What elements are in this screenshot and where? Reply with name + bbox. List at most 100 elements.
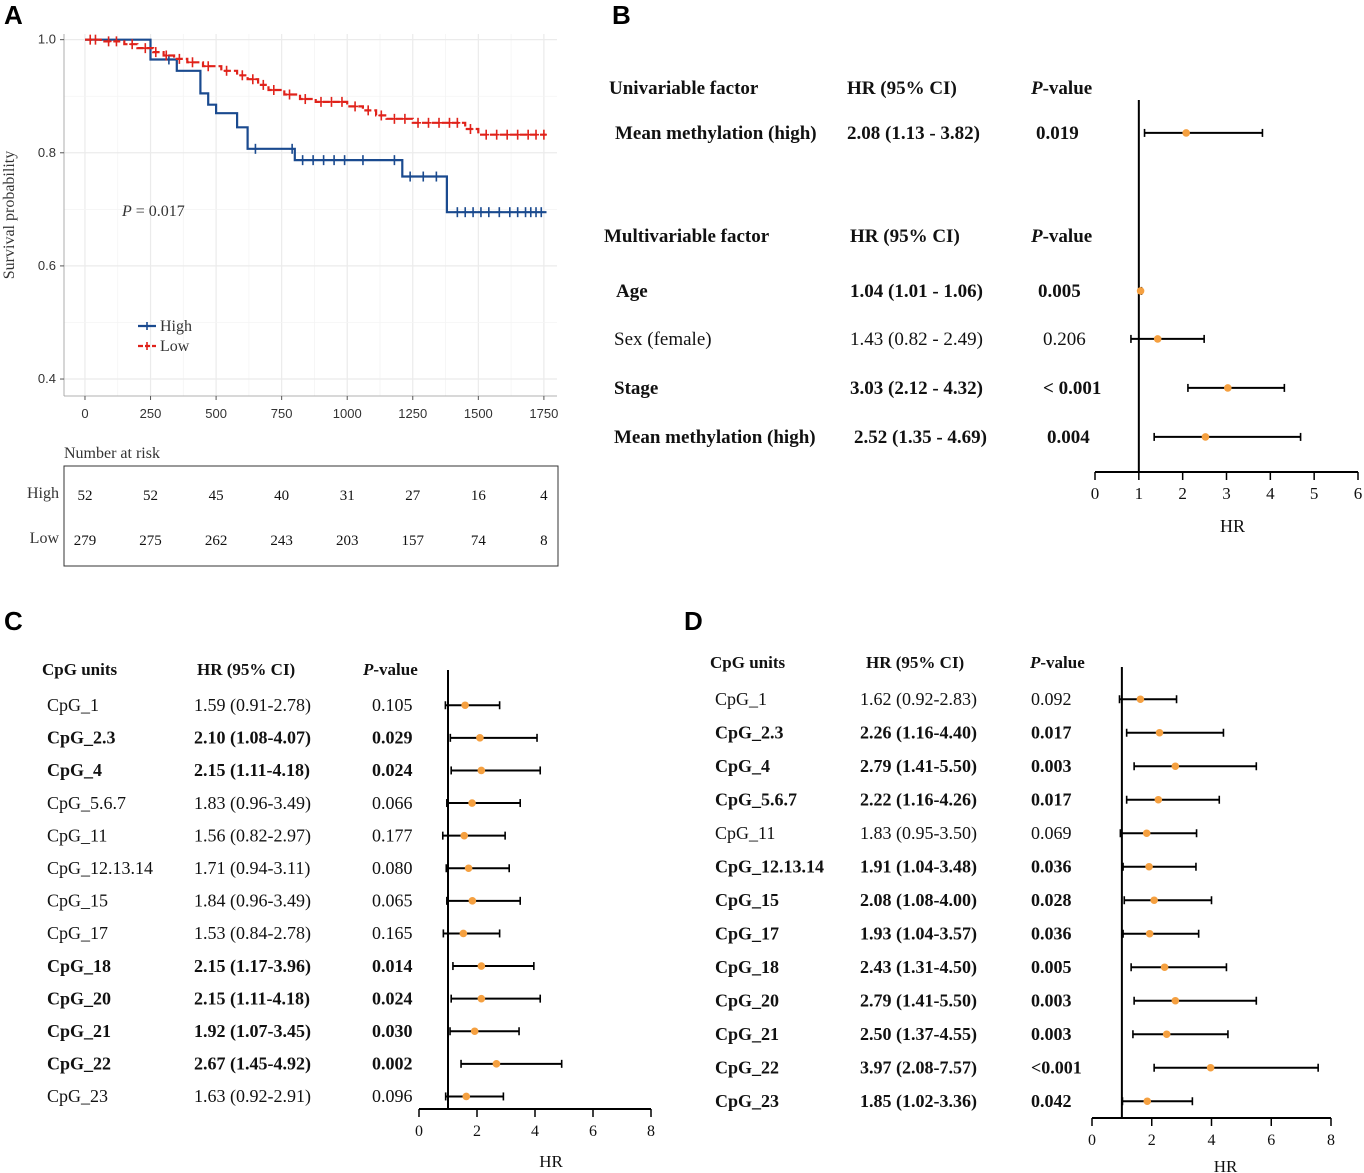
panel-label-a: A xyxy=(4,0,23,30)
forest-c-row-p: 0.024 xyxy=(372,988,413,1008)
risk-table-title: Number at risk xyxy=(64,445,160,462)
forest-b-row-factor: Sex (female) xyxy=(614,329,712,350)
forest-d-header-hr: HR (95% CI) xyxy=(866,653,964,672)
risk-count: 16 xyxy=(471,488,487,504)
km-x-tick-label: 1000 xyxy=(333,406,362,421)
forest-c-hr-point xyxy=(470,1027,479,1036)
forest-d-row-factor: CpG_12.13.14 xyxy=(715,857,824,877)
risk-count: 279 xyxy=(74,533,97,549)
forest-d-row-ci: 3.97 (2.08-7.57) xyxy=(860,1058,977,1079)
forest-c-row-ci: 2.15 (1.11-4.18) xyxy=(194,760,310,781)
forest-d-row-p: 0.028 xyxy=(1031,890,1072,910)
km-y-tick-label: 0.6 xyxy=(38,258,56,273)
forest-d-hr-point xyxy=(1154,795,1163,804)
forest-d-row-ci: 1.91 (1.04-3.48) xyxy=(860,857,977,878)
forest-c-row-factor: CpG_4 xyxy=(47,760,102,780)
risk-count: 40 xyxy=(274,488,289,504)
forest-d-row-factor: CpG_1 xyxy=(715,689,767,709)
forest-c-row-ci: 2.15 (1.11-4.18) xyxy=(194,988,310,1009)
forest-d-row-factor: CpG_15 xyxy=(715,890,779,910)
risk-count: 27 xyxy=(405,488,421,504)
forest-d-row-p: 0.042 xyxy=(1031,1091,1072,1111)
km-x-tick-label: 0 xyxy=(81,406,88,421)
forest-b-hr-point xyxy=(1136,287,1145,295)
forest-c-row-ci: 1.84 (0.96-3.49) xyxy=(194,891,311,912)
panel-label-b: B xyxy=(612,0,631,30)
risk-table-box xyxy=(63,465,559,567)
forest-b-row-factor: Mean methylation (high) xyxy=(614,427,816,448)
forest-c-row-p: 0.165 xyxy=(372,923,413,943)
forest-d-row-ci: 2.08 (1.08-4.00) xyxy=(860,890,977,911)
forest-c-row-p: 0.030 xyxy=(372,1021,413,1041)
forest-b-x-tick-label: 2 xyxy=(1178,484,1187,503)
forest-d-row-p: 0.003 xyxy=(1031,756,1072,776)
forest-d-hr-point xyxy=(1155,728,1164,737)
forest-c-x-axis-title: HR xyxy=(539,1152,563,1171)
forest-d-hr-point xyxy=(1142,829,1151,838)
forest-b-row-ci: 1.04 (1.01 - 1.06) xyxy=(850,281,983,302)
forest-b-header-hr: HR (95% CI) xyxy=(847,78,957,99)
forest-c-row-factor: CpG_20 xyxy=(47,988,111,1008)
forest-c-row-p: 0.014 xyxy=(372,956,413,976)
forest-d-hr-point xyxy=(1136,695,1145,704)
risk-count: 52 xyxy=(77,488,92,504)
forest-c-row-p: 0.029 xyxy=(372,728,413,748)
forest-b-header-hr: HR (95% CI) xyxy=(850,226,960,247)
risk-count: 45 xyxy=(209,488,224,504)
forest-c-row-factor: CpG_23 xyxy=(47,1086,108,1106)
forest-c-hr-point xyxy=(464,864,473,873)
forest-b-row-ci: 2.08 (1.13 - 3.82) xyxy=(847,123,980,144)
forest-d-row-factor: CpG_2.3 xyxy=(715,723,784,743)
forest-d-row-p: 0.005 xyxy=(1031,957,1072,977)
forest-d-row-p: 0.092 xyxy=(1031,689,1072,709)
forest-c-hr-point xyxy=(462,1092,471,1101)
forest-b-header-factor: Univariable factor xyxy=(609,78,759,99)
forest-c-hr-point xyxy=(476,734,484,742)
forest-c-header-p: P-value xyxy=(362,660,418,679)
forest-d-row-factor: CpG_5.6.7 xyxy=(715,790,797,810)
forest-b-row-ci: 1.43 (0.82 - 2.49) xyxy=(850,329,983,350)
forest-c-row-factor: CpG_2.3 xyxy=(47,728,116,748)
forest-c-row-factor: CpG_1 xyxy=(47,695,99,715)
forest-c-row-factor: CpG_12.13.14 xyxy=(47,858,153,878)
forest-d-x-tick-label: 2 xyxy=(1148,1132,1156,1149)
forest-c-x-tick-label: 0 xyxy=(415,1123,423,1140)
km-y-tick-label: 0.4 xyxy=(38,371,56,386)
forest-b-hr-point xyxy=(1224,384,1232,392)
forest-c-row-ci: 1.63 (0.92-2.91) xyxy=(194,1086,311,1107)
forest-d-row-factor: CpG_20 xyxy=(715,991,779,1011)
forest-c-hr-point xyxy=(468,799,476,807)
forest-b-header-p: P-value xyxy=(1030,226,1092,247)
forest-d-row-p: 0.036 xyxy=(1031,924,1072,944)
panel-label-d: D xyxy=(684,606,703,636)
forest-c-row-factor: CpG_5.6.7 xyxy=(47,793,126,813)
forest-c-row-factor: CpG_15 xyxy=(47,891,108,911)
km-legend-label-low: Low xyxy=(160,338,190,355)
forest-b-row-ci: 2.52 (1.35 - 4.69) xyxy=(854,427,987,448)
forest-b-x-tick-label: 1 xyxy=(1135,484,1144,503)
forest-c-hr-point xyxy=(461,701,469,710)
forest-c-row-ci: 1.53 (0.84-2.78) xyxy=(194,923,311,944)
forest-b-x-tick-label: 3 xyxy=(1222,484,1231,503)
km-y-axis-title: Survival probability xyxy=(1,151,18,279)
forest-b-row-factor: Stage xyxy=(614,378,658,399)
forest-d-row-ci: 2.43 (1.31-4.50) xyxy=(860,957,977,978)
forest-d-row-factor: CpG_21 xyxy=(715,1024,779,1044)
forest-b-row-p: 0.206 xyxy=(1043,329,1086,350)
forest-c-row-ci: 2.67 (1.45-4.92) xyxy=(194,1054,311,1075)
km-x-tick-label: 1250 xyxy=(398,406,427,421)
forest-d-row-factor: CpG_11 xyxy=(715,823,775,843)
forest-b-row-p: < 0.001 xyxy=(1043,378,1101,399)
forest-c-hr-point xyxy=(477,994,486,1003)
forest-b-x-tick-label: 0 xyxy=(1091,484,1100,503)
forest-c-header-factor: CpG units xyxy=(42,660,117,679)
forest-c-x-tick-label: 2 xyxy=(473,1123,481,1140)
forest-d-x-axis-title: HR xyxy=(1214,1157,1238,1173)
forest-d-row-factor: CpG_18 xyxy=(715,957,779,977)
forest-d-row-factor: CpG_22 xyxy=(715,1058,779,1078)
risk-count: 157 xyxy=(402,533,425,549)
forest-d-x-tick-label: 8 xyxy=(1327,1132,1335,1149)
forest-c-row-ci: 1.71 (0.94-3.11) xyxy=(194,858,310,879)
forest-d-hr-point xyxy=(1171,762,1180,771)
risk-count: 203 xyxy=(336,533,359,549)
